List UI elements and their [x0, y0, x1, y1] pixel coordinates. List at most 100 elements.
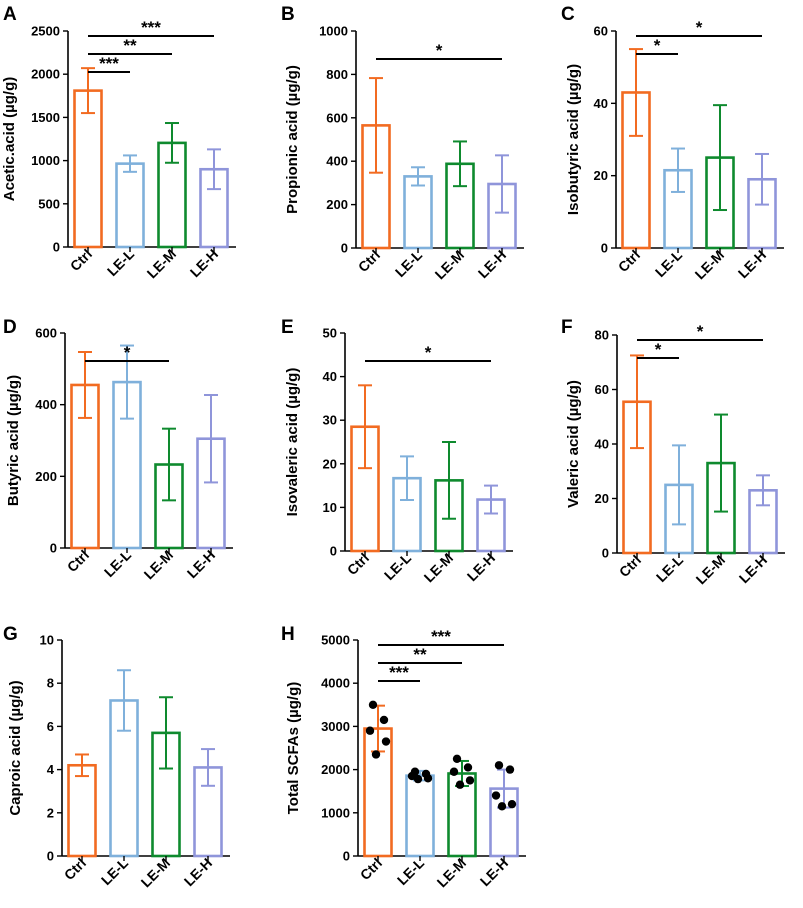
bar-le-l — [115, 162, 145, 249]
y-tick-label: 0 — [47, 849, 54, 864]
x-tick-label: LE-M — [432, 247, 468, 283]
y-tick-label: 0 — [601, 241, 608, 256]
data-point — [371, 750, 381, 759]
y-tick-label: 4 — [47, 762, 55, 777]
y-axis-label: Isovaleric acid (µg/g) — [284, 368, 301, 517]
panel-label: D — [3, 317, 17, 338]
panel-label: H — [281, 624, 295, 645]
x-tick-label: Ctrl — [357, 855, 385, 883]
y-tick-label: 20 — [595, 491, 609, 506]
data-point — [368, 700, 378, 709]
y-tick-label: 2500 — [31, 24, 60, 39]
data-point — [465, 776, 475, 785]
y-tick-label: 50 — [323, 326, 337, 341]
y-tick-label: 3000 — [321, 719, 350, 734]
x-tick-label: LE-L — [104, 245, 138, 279]
panel-label: F — [561, 317, 573, 338]
x-tick-label: LE-L — [381, 549, 415, 583]
panel-label: C — [561, 4, 575, 25]
y-tick-label: 400 — [35, 397, 57, 412]
panel-label: E — [281, 317, 294, 338]
x-tick-label: LE-M — [138, 855, 174, 891]
x-tick-label: LE-H — [736, 552, 770, 586]
y-tick-label: 2000 — [31, 67, 60, 82]
data-point — [381, 737, 391, 746]
y-axis-label: Isobutyric acid (µg/g) — [565, 64, 582, 215]
panel-e: E 0 10 20 30 40 50 Isovaleric acid (µg/g) Ctrl LE… — [281, 317, 513, 585]
y-tick-label: 40 — [323, 369, 337, 384]
y-tick-label: 80 — [595, 328, 609, 343]
panel-label: G — [3, 624, 18, 645]
y-tick-label: 20 — [323, 456, 337, 471]
y-tick-label: 30 — [323, 413, 337, 428]
panel-g: G 0 2 4 6 8 10 Caproic acid (µg/g) Ctrl LE-L LE-M L… — [3, 624, 230, 890]
y-tick-label: 60 — [595, 382, 609, 397]
y-tick-label: 1000 — [321, 805, 350, 820]
x-tick-label: LE-H — [735, 247, 769, 281]
y-tick-label: 5000 — [321, 633, 350, 648]
y-tick-label: 0 — [53, 240, 60, 255]
x-tick-label: LE-M — [692, 247, 728, 283]
x-tick-label: LE-L — [653, 551, 687, 585]
significance-label: *** — [431, 627, 451, 646]
x-tick-label: Ctrl — [61, 855, 89, 883]
y-tick-label: 1000 — [31, 153, 60, 168]
data-point — [455, 780, 465, 789]
y-tick-label: 10 — [323, 500, 337, 515]
significance-label: * — [425, 343, 432, 362]
data-point — [463, 763, 473, 772]
significance-label: *** — [141, 18, 161, 37]
panel-label: B — [281, 4, 295, 25]
data-point — [507, 799, 517, 809]
y-axis-label: Valeric acid (µg/g) — [565, 380, 582, 508]
y-axis-label: Acetic.acid (µg/g) — [1, 77, 18, 202]
x-tick-label: LE-L — [394, 854, 428, 888]
bar-le-l — [403, 175, 433, 250]
x-tick-label: LE-H — [475, 247, 509, 281]
x-tick-label: LE-H — [187, 246, 221, 280]
y-tick-label: 600 — [35, 326, 57, 341]
y-tick-label: 400 — [326, 154, 348, 169]
data-point — [379, 715, 389, 725]
y-axis-label: Caproic acid (µg/g) — [7, 680, 24, 815]
significance-label: *** — [389, 663, 409, 682]
panel-h: H 0 1000 2000 3000 4000 5000 Total SCFAs (µg/g)… — [281, 624, 526, 890]
data-point — [505, 765, 515, 774]
y-tick-label: 40 — [595, 437, 609, 452]
y-tick-label: 0 — [602, 546, 609, 561]
y-tick-label: 1500 — [31, 110, 60, 125]
significance-label: ** — [123, 36, 137, 55]
data-point — [494, 761, 504, 770]
y-tick-label: 20 — [594, 168, 608, 183]
bar-le-l — [405, 774, 435, 858]
significance-label: * — [655, 340, 662, 359]
significance-label: ** — [413, 645, 427, 664]
significance-label: * — [436, 41, 443, 60]
data-point — [452, 754, 462, 763]
y-tick-label: 1000 — [319, 24, 348, 39]
x-tick-label: LE-H — [464, 550, 498, 584]
x-tick-label: Ctrl — [355, 247, 383, 275]
y-tick-label: 6 — [47, 719, 54, 734]
significance-label: * — [697, 322, 704, 341]
panel-a: A 0 500 1000 1500 2000 2500 Acetic.acid (µg/g) C… — [1, 4, 236, 281]
significance-label: * — [654, 36, 661, 55]
y-axis-label: Butyric acid (µg/g) — [5, 375, 22, 506]
bar-ctrl — [67, 763, 97, 858]
x-tick-label: LE-M — [144, 246, 180, 282]
x-tick-label: LE-L — [392, 246, 426, 280]
significance-label: * — [124, 343, 131, 362]
y-tick-label: 0 — [343, 849, 350, 864]
x-tick-label: LE-L — [652, 246, 686, 280]
x-tick-label: LE-M — [421, 550, 457, 586]
y-tick-label: 800 — [326, 67, 348, 82]
x-tick-label: LE-L — [98, 854, 132, 888]
y-tick-label: 2 — [47, 805, 54, 820]
y-tick-label: 60 — [594, 24, 608, 39]
y-axis-label: Propionic acid (µg/g) — [284, 65, 301, 214]
y-tick-label: 4000 — [321, 676, 350, 691]
